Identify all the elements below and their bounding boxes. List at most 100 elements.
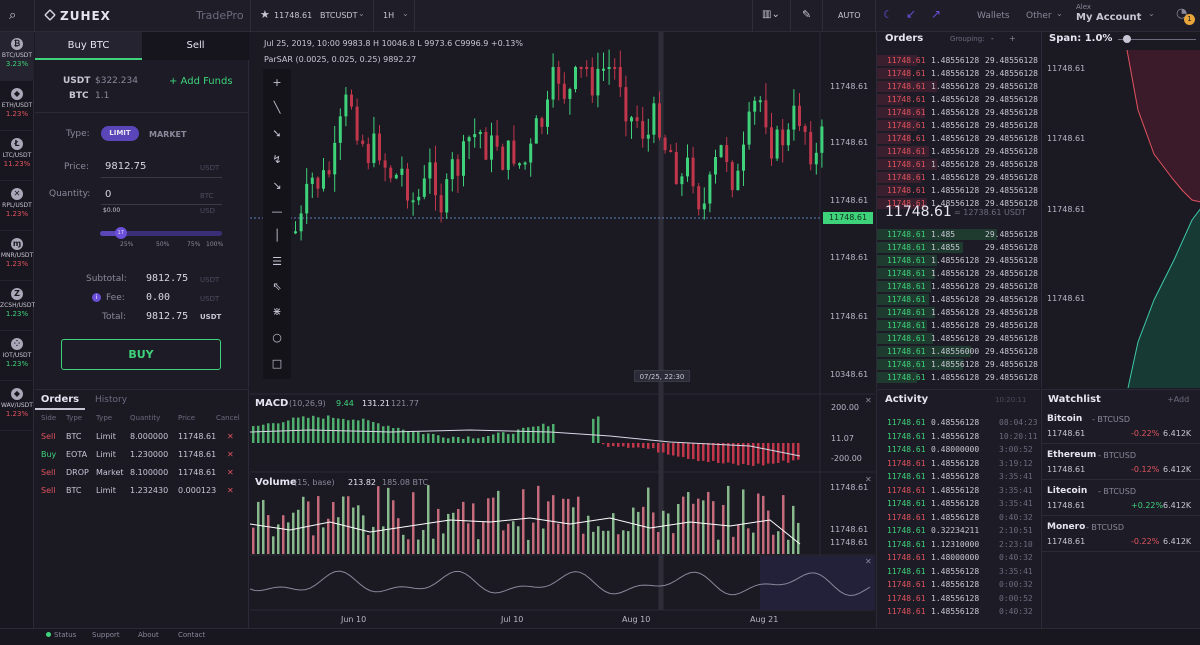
coin-item[interactable]: ɱ MNR/USDT 1.23% <box>0 232 34 281</box>
rectangle-icon[interactable]: □ <box>271 357 283 370</box>
span-slider-handle[interactable] <box>1123 35 1131 43</box>
ask-row[interactable]: 11748.61 1.48556128 29.48556128 <box>877 93 1041 106</box>
close-icon[interactable]: ✕ <box>865 396 872 405</box>
coin-item[interactable]: ✕ RPL/USDT 1.23% <box>0 182 34 231</box>
quantity-input[interactable]: 0 <box>105 189 112 200</box>
moon-icon[interactable]: ☾ <box>883 8 893 21</box>
account-menu[interactable]: My Account <box>1076 12 1142 23</box>
watchlist-item[interactable]: Bitcoin - BTCUSD 11748.61 -0.22% 6.412K <box>1042 408 1200 444</box>
add-funds-link[interactable]: + Add Funds <box>169 76 233 87</box>
curve-icon[interactable]: ↯ <box>272 153 282 166</box>
span-slider[interactable] <box>1118 39 1196 40</box>
trendline-icon[interactable]: ╲ <box>273 101 281 114</box>
arrow-down-left-icon[interactable]: ↙ <box>906 7 917 21</box>
circle-icon[interactable]: ○ <box>272 331 282 344</box>
search-icon[interactable]: ⌕ <box>9 8 17 23</box>
footer-status[interactable]: Status <box>54 631 77 639</box>
footer-about[interactable]: About <box>138 631 159 639</box>
amount-slider-handle[interactable]: 17 <box>114 227 127 239</box>
fib-levels-icon[interactable]: ☰ <box>272 255 282 268</box>
amount-slider-track[interactable] <box>100 231 222 236</box>
type-market-toggle[interactable]: MARKET <box>149 130 187 139</box>
tab-buy[interactable]: Buy BTC <box>35 32 142 60</box>
ask-row[interactable]: 11748.61 1.48556128 29.48556128 <box>877 132 1041 145</box>
info-icon[interactable]: i <box>92 293 101 302</box>
cancel-order-icon[interactable]: ✕ <box>227 432 234 441</box>
coin-item[interactable]: ◆ WAV/USDT 1.23% <box>0 382 34 431</box>
chevron-down-icon[interactable]: ⌄ <box>402 9 409 18</box>
coin-item[interactable]: Z ZCSH/USDT 1.23% <box>0 282 35 331</box>
ask-row[interactable]: 11748.61 1.48556128 29.48556128 <box>877 54 1041 67</box>
bid-row[interactable]: 11748.61 1.485 29.48556128 <box>877 228 1041 241</box>
bid-row[interactable]: 11748.61 1.48556128 29.48556128 <box>877 306 1041 319</box>
grouping-decrease[interactable]: - <box>991 34 994 43</box>
ask-row[interactable]: 11748.61 1.48556128 29.48556128 <box>877 80 1041 93</box>
watchlist-item[interactable]: Monero - BTCUSD 11748.61 -0.22% 6.412K <box>1042 516 1200 552</box>
type-limit-toggle[interactable]: LIMIT <box>101 126 139 141</box>
bid-row[interactable]: 11748.61 1.48556128 29.48556128 <box>877 371 1041 384</box>
ask-row[interactable]: 11748.61 1.48556128 29.48556128 <box>877 119 1041 132</box>
gann-fan-icon[interactable]: ⋇ <box>272 305 282 318</box>
footer-contact[interactable]: Contact <box>178 631 206 639</box>
horizontal-line-icon[interactable]: — <box>271 205 283 218</box>
ask-row[interactable]: 11748.61 1.48556128 29.48556128 <box>877 158 1041 171</box>
bid-row[interactable]: 11748.61 1.48556128 29.48556128 <box>877 332 1041 345</box>
bid-row[interactable]: 11748.61 1.48556128 29.48556128 <box>877 358 1041 371</box>
arrow-up-right-icon[interactable]: ↗ <box>931 7 942 21</box>
star-icon[interactable]: ★ <box>260 8 270 21</box>
ray-icon[interactable]: ➘ <box>272 127 282 140</box>
price-input[interactable]: 9812.75 <box>105 161 147 172</box>
close-icon[interactable]: ✕ <box>865 475 872 484</box>
volume-bar <box>592 531 595 554</box>
coin-item[interactable]: ⁘ IOT/USDT 1.23% <box>0 332 34 381</box>
ask-row[interactable]: 11748.61 1.48556128 29.48556128 <box>877 197 1041 210</box>
vertical-line-icon[interactable]: │ <box>273 229 281 242</box>
activity-amount: 0.48000000 <box>931 445 980 454</box>
ask-row[interactable]: 11748.61 1.48556128 29.48556128 <box>877 67 1041 80</box>
coin-item[interactable]: ◆ ETH/USDT 1.23% <box>0 82 34 131</box>
volume-bar <box>557 523 560 554</box>
coin-item[interactable]: Ł LTC/USDT 11.23% <box>0 132 34 181</box>
buy-button[interactable]: BUY <box>61 339 221 370</box>
ask-row[interactable]: 11748.61 1.48556128 29.48556128 <box>877 184 1041 197</box>
ask-row[interactable]: 11748.61 1.48556128 29.48556128 <box>877 171 1041 184</box>
cancel-order-icon[interactable]: ✕ <box>227 486 234 495</box>
notification-icon[interactable]: ◔ <box>1176 6 1188 21</box>
watchlist-item[interactable]: Litecoin - BTCUSD 11748.61 +0.22% 6.412K <box>1042 480 1200 516</box>
pencil-icon[interactable]: ✎ <box>802 8 812 21</box>
chevron-down-icon[interactable]: ⌄ <box>358 9 365 18</box>
bid-row[interactable]: 11748.61 1.48556000 29.48556128 <box>877 345 1041 358</box>
volume-bar <box>297 509 300 554</box>
nav-other[interactable]: Other <box>1026 11 1052 21</box>
pitchfork-icon[interactable]: ⇖ <box>272 280 282 293</box>
grouping-increase[interactable]: + <box>1009 34 1016 43</box>
tab-orders[interactable]: Orders <box>35 390 85 410</box>
bid-row[interactable]: 11748.61 1.48556128 29.48556128 <box>877 267 1041 280</box>
auto-scale-button[interactable]: AUTO <box>838 11 861 20</box>
bid-row[interactable]: 11748.61 1.48556128 29.48556128 <box>877 254 1041 267</box>
add-watchlist-button[interactable]: +Add <box>1167 395 1190 404</box>
nav-wallets[interactable]: Wallets <box>977 11 1010 21</box>
chevron-down-icon[interactable]: ⌄ <box>1056 9 1063 18</box>
bid-row[interactable]: 11748.61 1.4855 29.48556128 <box>877 241 1041 254</box>
arrow-icon[interactable]: ↘ <box>272 179 282 192</box>
chevron-down-icon[interactable]: ⌄ <box>1148 9 1155 18</box>
bid-row[interactable]: 11748.61 1.48556128 29.48556128 <box>877 319 1041 332</box>
crosshair-icon[interactable]: + <box>272 76 282 89</box>
chart-type-icon[interactable]: ▥⌄ <box>762 9 780 20</box>
ask-row[interactable]: 11748.61 1.48556128 29.48556128 <box>877 106 1041 119</box>
price-chart[interactable] <box>250 32 875 628</box>
watchlist-item[interactable]: Ethereum - BTCUSD 11748.61 -0.12% 6.412K <box>1042 444 1200 480</box>
bid-row[interactable]: 11748.61 1.48556128 29.48556128 <box>877 293 1041 306</box>
interval-selector[interactable]: 1H <box>383 11 395 20</box>
close-icon[interactable]: ✕ <box>865 557 872 566</box>
cancel-order-icon[interactable]: ✕ <box>227 450 234 459</box>
tab-sell[interactable]: Sell <box>142 32 249 60</box>
cancel-order-icon[interactable]: ✕ <box>227 468 234 477</box>
tab-history[interactable]: History <box>95 395 128 405</box>
bid-row[interactable]: 11748.61 1.48556128 29.48556128 <box>877 280 1041 293</box>
coin-item[interactable]: ₿ BTC/USDT 3.23% <box>0 32 34 81</box>
pair-selector[interactable]: BTCUSDT <box>320 11 358 20</box>
footer-support[interactable]: Support <box>92 631 120 639</box>
ask-row[interactable]: 11748.61 1.48556128 29.48556128 <box>877 145 1041 158</box>
